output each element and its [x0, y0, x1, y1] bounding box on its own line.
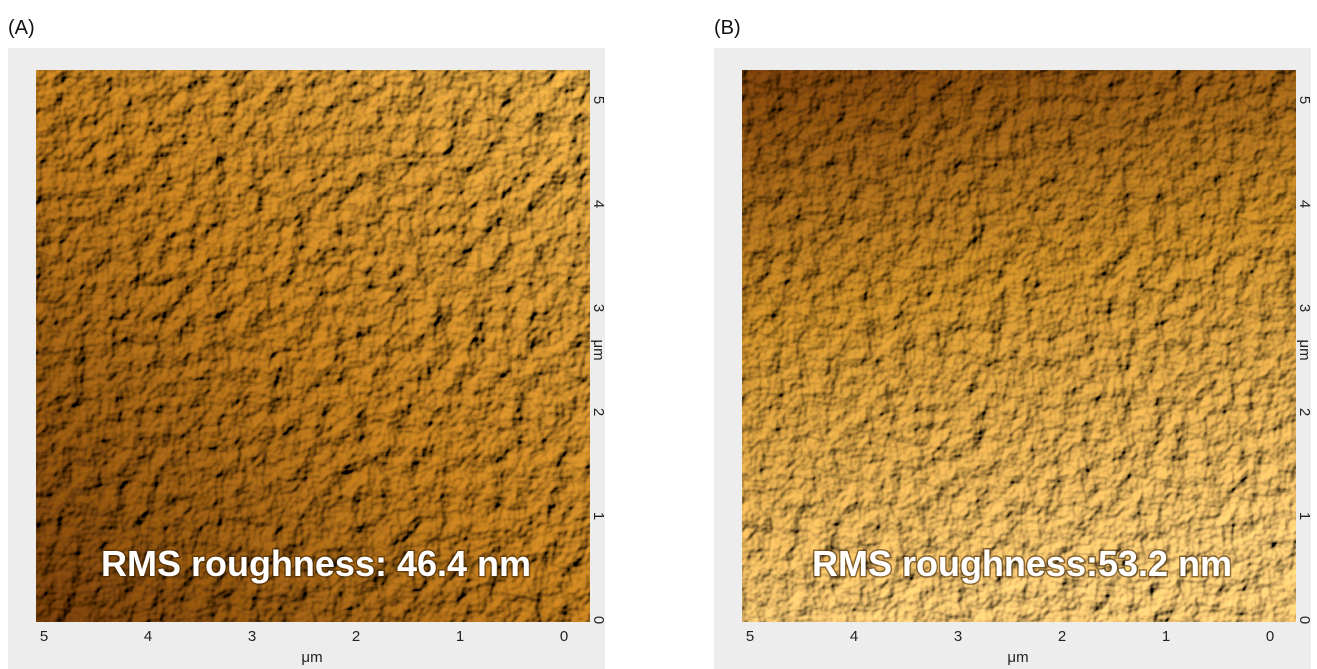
x-tick-label: 5	[746, 628, 754, 645]
y-tick-label: 1	[1296, 512, 1313, 520]
y-tick-label: 0	[590, 616, 607, 624]
x-tick-label: 4	[144, 628, 152, 645]
y-axis-unit: μm	[1296, 339, 1313, 360]
rms-annotation: RMS roughness: 46.4 nm	[101, 543, 531, 584]
y-tick-label: 2	[1296, 408, 1313, 416]
x-axis-unit: μm	[1007, 649, 1028, 666]
panel: (B) 5 4 3 2 1 0 μm 5 4 3 2 1 0 μm RMS roughness:53.2 nm	[714, 17, 1313, 669]
x-tick-label: 3	[248, 628, 256, 645]
x-tick-label: 1	[456, 628, 464, 645]
y-tick-label: 5	[1296, 96, 1313, 104]
y-tick-label: 4	[590, 200, 607, 208]
y-tick-label: 3	[590, 304, 607, 312]
x-tick-label: 0	[1266, 628, 1274, 645]
x-tick-label: 3	[954, 628, 962, 645]
x-tick-label: 5	[40, 628, 48, 645]
panel-label: (A)	[8, 17, 35, 39]
y-tick-label: 4	[1296, 200, 1313, 208]
afm-image	[36, 70, 590, 622]
x-tick-label: 4	[850, 628, 858, 645]
afm-image	[742, 70, 1296, 622]
y-tick-label: 1	[590, 512, 607, 520]
panel-label: (B)	[714, 17, 741, 39]
y-tick-label: 5	[590, 96, 607, 104]
x-tick-label: 2	[352, 628, 360, 645]
rms-annotation: RMS roughness:53.2 nm	[812, 543, 1232, 584]
figure: (A) 5 4 3 2 1 0 μm 5 4 3 2 1 0 μm RMS roughness: 46.4 n…	[0, 0, 1317, 669]
y-tick-label: 0	[1296, 616, 1313, 624]
y-tick-label: 3	[1296, 304, 1313, 312]
x-axis-unit: μm	[301, 649, 322, 666]
y-tick-label: 2	[590, 408, 607, 416]
panel: (A) 5 4 3 2 1 0 μm 5 4 3 2 1 0 μm RMS roughness: 46.4 n…	[8, 17, 607, 669]
x-tick-label: 2	[1058, 628, 1066, 645]
x-tick-label: 1	[1162, 628, 1170, 645]
y-axis-unit: μm	[590, 339, 607, 360]
page: (A) 5 4 3 2 1 0 μm 5 4 3 2 1 0 μm RMS roughness: 46.4 n…	[0, 0, 1317, 669]
x-tick-label: 0	[560, 628, 568, 645]
